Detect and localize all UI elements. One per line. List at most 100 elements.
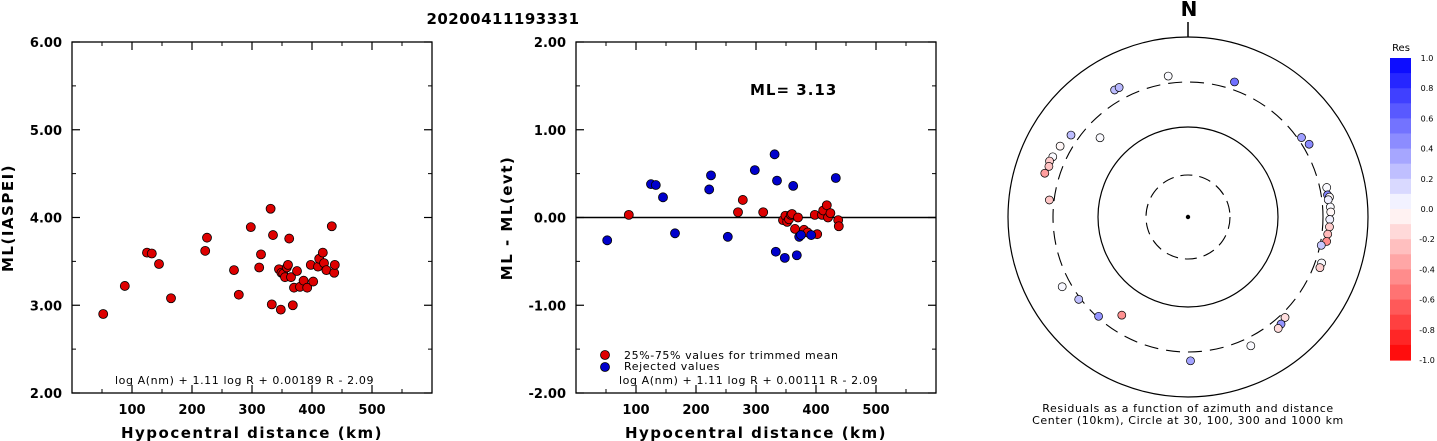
data-point: [830, 173, 841, 183]
data-point: [791, 250, 802, 261]
colorbar-cell: [1390, 118, 1411, 135]
azimuth-residual-map: N Residuals as a function of azimuth and…: [1007, 0, 1369, 427]
data-point: [779, 252, 790, 263]
data-point: [275, 304, 286, 315]
y-tick-label: 5.00: [30, 124, 62, 139]
data-point: [266, 299, 277, 310]
residual-vs-distance-chart: 100 200 300 400 500 -2.00 -1.00 0.00 1.00 2.00 ML…: [498, 36, 937, 441]
station-residual-marker: [1325, 215, 1335, 224]
colorbar-cell: [1390, 209, 1411, 225]
colorbar-label: -0.4: [1419, 265, 1435, 274]
colorbar-title: Res: [1392, 43, 1410, 54]
colorbar-cell: [1390, 224, 1411, 240]
data-point: [166, 293, 176, 304]
station-residual-marker: [1246, 341, 1256, 351]
station-residual-marker: [1304, 139, 1314, 149]
station-residual-marker: [1280, 313, 1290, 322]
data-point: [670, 228, 680, 239]
caption-line-2: Center (10km), Circle at 30, 100, 300 an…: [1032, 414, 1344, 427]
x-tick-label: 100: [622, 403, 649, 418]
legend-marker-rejected: [600, 362, 610, 372]
colorbar-cell: [1390, 88, 1411, 104]
data-point: [326, 221, 337, 232]
colorbar-cell: [1390, 284, 1411, 301]
event-magnitude-label: ML= 3.13: [750, 81, 837, 99]
station-residual-marker: [1114, 83, 1124, 92]
station-residual-marker: [1273, 324, 1283, 333]
station-residual-marker: [1323, 195, 1333, 205]
north-label: N: [1181, 0, 1198, 21]
station-residual-marker: [1117, 310, 1127, 320]
data-point: [623, 209, 634, 220]
data-point: [769, 149, 780, 160]
colorbar-cell: [1390, 329, 1411, 346]
data-point: [658, 192, 668, 203]
station-residual-marker: [1094, 311, 1103, 321]
colorbar-label: -0.6: [1419, 296, 1435, 305]
station-residual-marker: [1044, 162, 1054, 171]
colorbar-label: 0.0: [1421, 205, 1434, 214]
data-point: [119, 281, 130, 291]
data-point: [749, 165, 760, 176]
x-tick-label: 100: [118, 403, 145, 418]
station-residual-marker: [1045, 195, 1054, 205]
ring-30km: [1145, 174, 1231, 260]
colorbar-cell: [1390, 344, 1411, 361]
y-tick-label: 2.00: [534, 36, 566, 51]
data-point: [283, 259, 293, 270]
station-residual-marker: [1040, 168, 1050, 178]
y-tick-label: 6.00: [30, 36, 62, 51]
y-tick-label: 2.00: [30, 387, 62, 402]
y-tick-label: 4.00: [30, 212, 62, 227]
station-residual-marker: [1297, 133, 1306, 142]
colorbar-cell: [1390, 133, 1411, 150]
residual-colorbar: Res 1.0 0.8 0.6 0.4 0.2 0.0 -0.2 -0.4 -0.6 -0.8 -1…: [1390, 43, 1435, 365]
colorbar-cell: [1390, 58, 1411, 74]
magnitude-vs-distance-chart: 100 200 300 400 500 2.00 3.00 4.00 5.00 6.00 log …: [0, 36, 433, 441]
y-axis-label: ML - ML(evt): [498, 156, 516, 280]
colorbar-label: -1.0: [1419, 356, 1435, 365]
data-point: [286, 272, 296, 283]
data-point: [722, 231, 733, 242]
station-residual-marker: [1095, 133, 1105, 143]
x-axis-label: Hypocentral distance (km): [121, 424, 383, 441]
x-tick-label: 400: [802, 403, 829, 418]
y-tick-label: 0.00: [534, 212, 566, 227]
data-point: [650, 180, 661, 190]
colorbar-label: 1.0: [1421, 54, 1434, 63]
x-tick-label: 400: [298, 403, 325, 418]
data-point: [833, 221, 844, 232]
data-point: [154, 259, 164, 269]
data-point: [793, 212, 803, 223]
station-residual-marker: [1326, 207, 1336, 217]
colorbar-cell: [1390, 254, 1411, 270]
data-point: [146, 248, 157, 259]
data-point: [825, 208, 836, 219]
station-residual-marker: [1057, 282, 1067, 292]
colorbar-cell: [1390, 269, 1411, 286]
x-tick-label: 500: [862, 403, 889, 418]
legend: 25%-75% values for trimmed mean Rejected…: [600, 349, 839, 373]
y-tick-label: 1.00: [534, 124, 566, 139]
x-tick-label: 500: [358, 403, 385, 418]
data-point: [329, 259, 340, 270]
colorbar-label: -0.2: [1419, 235, 1435, 244]
legend-label-trimmed: 25%-75% values for trimmed mean: [624, 349, 839, 362]
figure-title: 20200411193331: [426, 10, 579, 28]
data-point: [200, 245, 211, 256]
y-tick-label: -1.00: [529, 299, 566, 314]
x-tick-label: 300: [742, 403, 769, 418]
station-residual-marker: [1323, 229, 1333, 239]
data-point: [98, 309, 109, 319]
station-residual-marker: [1316, 240, 1326, 250]
data-point: [256, 249, 266, 260]
data-point: [245, 222, 256, 233]
data-point: [265, 203, 276, 214]
station-residual-marker: [1315, 263, 1325, 272]
data-point: [758, 207, 769, 218]
data-point: [317, 247, 328, 258]
y-axis-label: ML(IASPEI): [0, 164, 17, 272]
colorbar-cell: [1390, 148, 1411, 165]
colorbar-cell: [1390, 299, 1411, 316]
